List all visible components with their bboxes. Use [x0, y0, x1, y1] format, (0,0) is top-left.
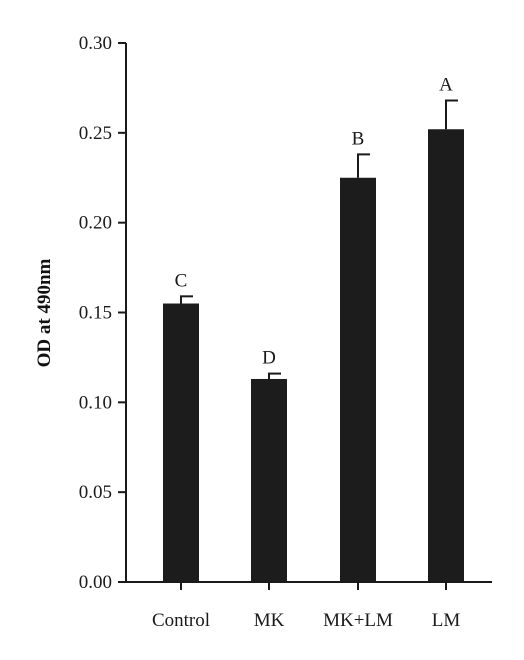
significance-label: B [352, 128, 365, 149]
y-axis-ticks: 0.00 0.05 0.10 0.15 0.20 0.25 0.30 [79, 33, 126, 593]
y-tick-label: 0.20 [79, 213, 112, 234]
significance-label: C [175, 270, 188, 291]
x-category-label: MK [254, 610, 285, 631]
bar [163, 303, 199, 582]
bars: C D B A [163, 74, 464, 583]
y-tick-label: 0.00 [79, 572, 112, 593]
x-category-label: LM [432, 610, 461, 631]
y-tick-label: 0.15 [79, 303, 112, 324]
x-category-label: Control [152, 610, 210, 631]
y-tick-label: 0.10 [79, 392, 112, 413]
y-tick-label: 0.05 [79, 482, 112, 503]
x-category-label: MK+LM [323, 610, 393, 631]
y-tick-label: 0.25 [79, 123, 112, 144]
bar [251, 378, 287, 582]
bar [340, 177, 376, 582]
significance-label: D [262, 348, 276, 369]
category-labels: Control MK MK+LM LM [152, 582, 460, 631]
y-axis-title: OD at 490nm [34, 258, 55, 367]
bar [428, 129, 464, 583]
y-tick-label: 0.30 [79, 33, 112, 54]
significance-label: A [439, 74, 453, 95]
